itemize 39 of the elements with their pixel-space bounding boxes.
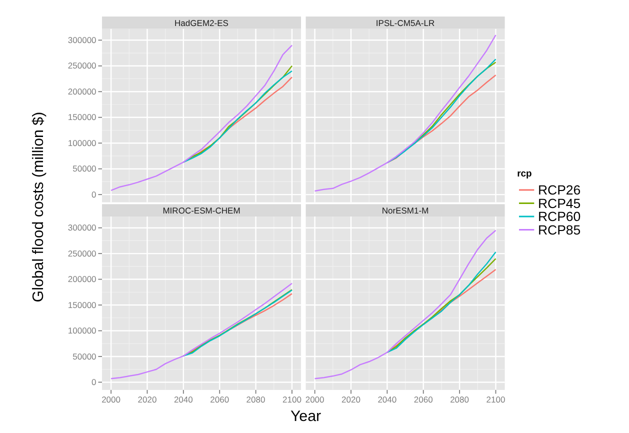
y-tick-label: 0 (92, 377, 97, 388)
x-tick-label: 2020 (138, 394, 157, 404)
y-tick-label: 250000 (68, 60, 97, 71)
legend-title: rcp (517, 168, 532, 180)
legend-label: RCP26 (538, 182, 581, 198)
line-series (110, 44, 293, 192)
y-axis-title: Global flood costs (million $) (30, 112, 48, 302)
y-tick-label: 150000 (68, 112, 97, 122)
legend-label: RCP45 (538, 196, 581, 211)
chart-title: IPSL-CM5A-LR (376, 18, 435, 28)
x-tick-label: 2020 (342, 394, 361, 404)
x-tick-label: 2000 (305, 394, 325, 404)
chart-title: MIROC-ESM-CHEM (162, 206, 240, 216)
y-tick-label: 200000 (68, 274, 97, 284)
legend-label: RCP60 (538, 209, 581, 224)
x-tick-label: 2000 (102, 394, 121, 404)
x-tick-label: 2040 (174, 394, 194, 404)
y-tick-label: 0 (92, 189, 97, 200)
x-tick-label: 2040 (378, 394, 397, 404)
y-tick-label: 300000 (68, 222, 97, 233)
line-series (110, 282, 293, 380)
y-tick-label: 150000 (68, 300, 97, 310)
y-tick-label: 300000 (68, 35, 97, 46)
y-tick-label: 100000 (68, 326, 97, 336)
y-tick-label: 100000 (68, 138, 97, 148)
x-tick-label: 2100 (486, 394, 506, 404)
y-tick-label: 200000 (68, 86, 97, 96)
x-tick-label: 2080 (450, 394, 470, 404)
chart-title: NorESM1-M (382, 206, 429, 216)
y-tick-label: 50000 (72, 164, 97, 174)
y-tick-label: 50000 (72, 351, 97, 362)
x-tick-label: 2060 (414, 394, 434, 404)
x-tick-label: 2100 (282, 394, 302, 404)
x-axis-title: Year (290, 408, 322, 426)
x-tick-label: 2080 (246, 394, 266, 404)
legend-label: RCP85 (538, 222, 581, 238)
y-tick-label: 250000 (68, 248, 97, 258)
chart-title: HadGEM2-ES (174, 18, 229, 28)
x-tick-label: 2060 (210, 394, 230, 404)
